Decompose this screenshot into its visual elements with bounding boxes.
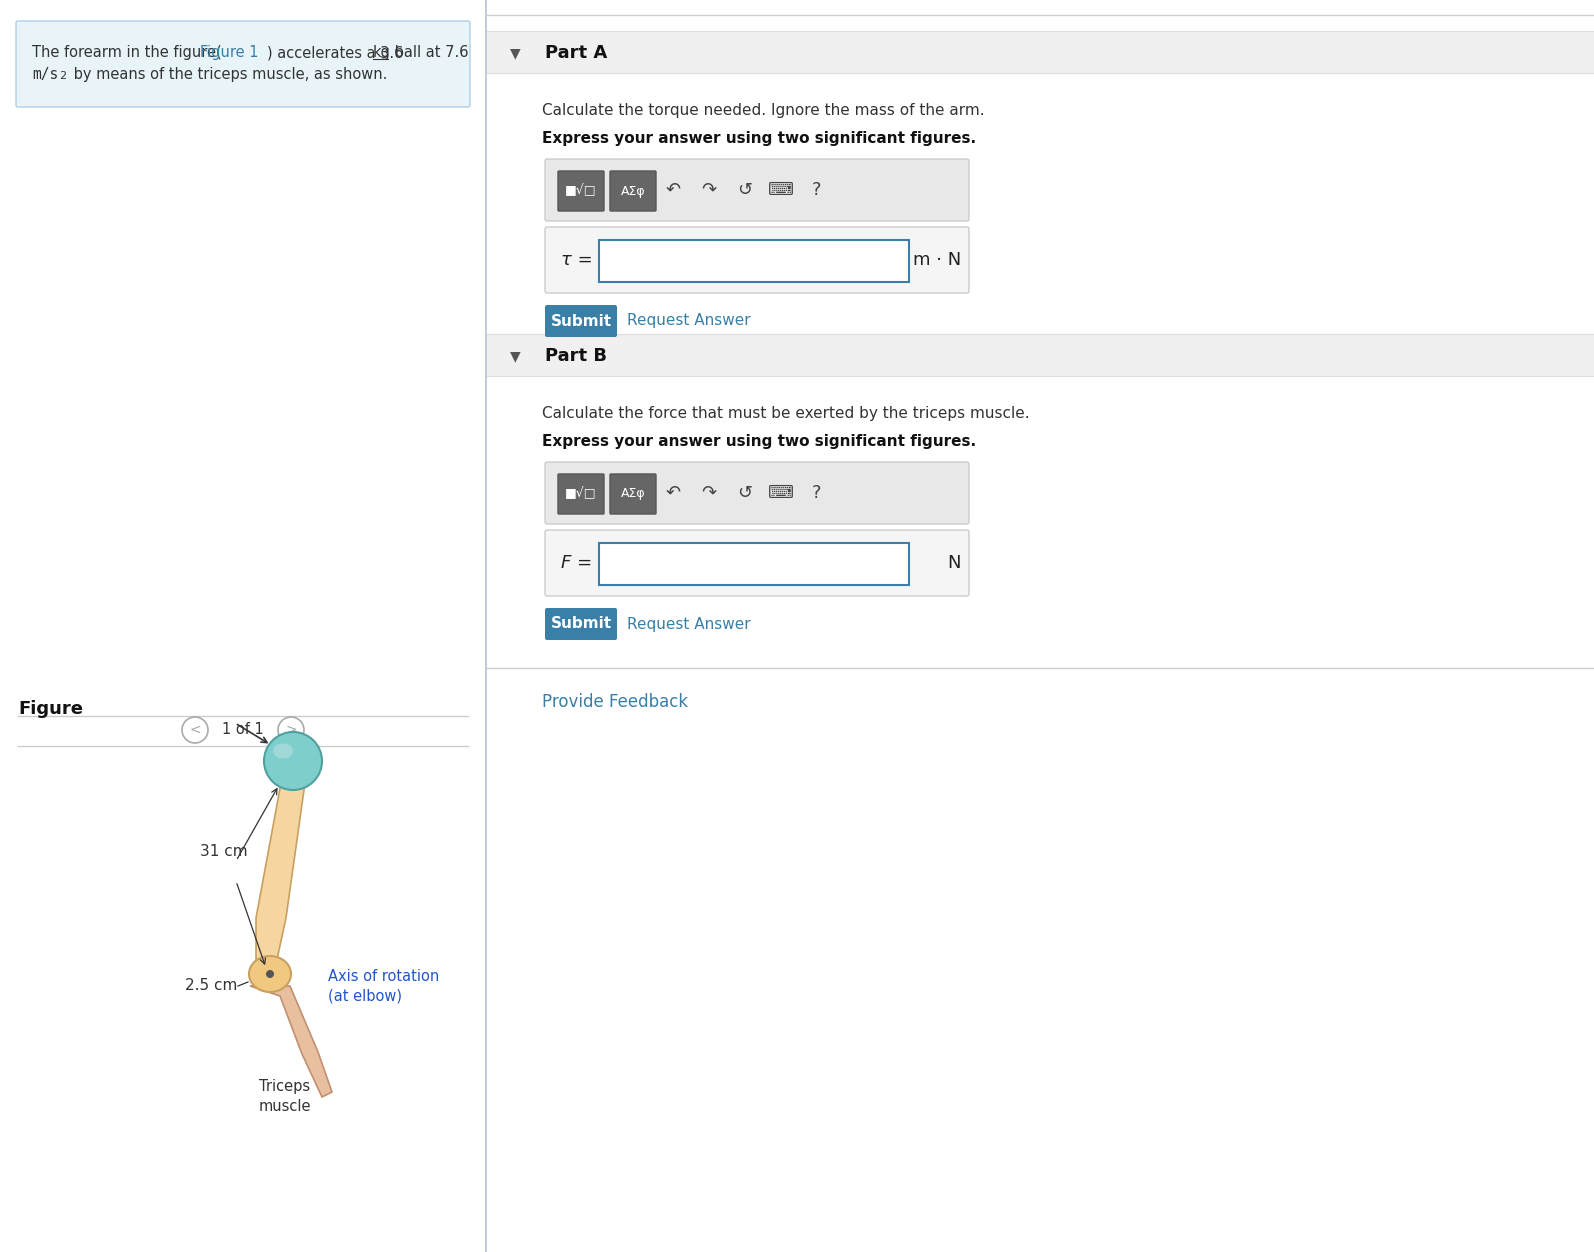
Text: ▼: ▼ — [510, 349, 520, 363]
Text: Express your answer using two significant figures.: Express your answer using two significan… — [542, 434, 976, 449]
Polygon shape — [250, 987, 332, 1097]
Text: ?: ? — [813, 485, 823, 502]
Text: ↺: ↺ — [738, 485, 752, 502]
Text: Submit: Submit — [550, 616, 612, 631]
Text: Request Answer: Request Answer — [626, 313, 751, 328]
FancyBboxPatch shape — [16, 21, 470, 106]
Bar — [488, 334, 1594, 376]
Text: ■√□: ■√□ — [566, 184, 596, 198]
Text: ■√□: ■√□ — [566, 487, 596, 501]
Text: Calculate the torque needed. Ignore the mass of the arm.: Calculate the torque needed. Ignore the … — [542, 103, 985, 118]
Text: Figure 1: Figure 1 — [199, 45, 258, 60]
Polygon shape — [257, 782, 304, 964]
FancyBboxPatch shape — [545, 462, 969, 525]
Text: Request Answer: Request Answer — [626, 616, 751, 631]
Text: 1 of 1: 1 of 1 — [222, 722, 265, 737]
FancyBboxPatch shape — [545, 305, 617, 337]
Text: F =: F = — [561, 553, 593, 572]
Text: ↺: ↺ — [738, 182, 752, 199]
Text: ?: ? — [813, 182, 823, 199]
Text: Figure: Figure — [18, 700, 83, 717]
Text: ⌨: ⌨ — [768, 182, 794, 199]
Text: ball at 7.6: ball at 7.6 — [391, 45, 469, 60]
Text: ΑΣφ: ΑΣφ — [620, 184, 646, 198]
FancyBboxPatch shape — [599, 240, 909, 282]
Text: Provide Feedback: Provide Feedback — [542, 694, 689, 711]
Text: 31 cm: 31 cm — [199, 844, 247, 859]
Circle shape — [266, 970, 274, 978]
FancyBboxPatch shape — [545, 159, 969, 222]
FancyBboxPatch shape — [611, 172, 657, 212]
Text: by means of the triceps muscle, as shown.: by means of the triceps muscle, as shown… — [69, 68, 387, 81]
Text: The forearm in the figure(: The forearm in the figure( — [32, 45, 222, 60]
FancyBboxPatch shape — [545, 227, 969, 293]
Text: ↷: ↷ — [701, 485, 717, 502]
Text: ⌨: ⌨ — [768, 485, 794, 502]
Text: Submit: Submit — [550, 313, 612, 328]
FancyBboxPatch shape — [558, 172, 604, 212]
Text: ↶: ↶ — [665, 182, 681, 199]
Bar — [488, 31, 1594, 73]
Text: <: < — [190, 722, 201, 737]
Ellipse shape — [265, 732, 322, 790]
FancyBboxPatch shape — [611, 475, 657, 515]
Ellipse shape — [273, 744, 293, 759]
FancyBboxPatch shape — [599, 543, 909, 585]
Text: m · N: m · N — [913, 250, 961, 269]
Text: ▼: ▼ — [510, 46, 520, 60]
Text: τ =: τ = — [561, 250, 593, 269]
Text: Part A: Part A — [545, 44, 607, 63]
Text: N: N — [947, 553, 961, 572]
FancyBboxPatch shape — [545, 608, 617, 640]
Text: Axis of rotation
(at elbow): Axis of rotation (at elbow) — [328, 969, 440, 1003]
Text: Triceps
muscle: Triceps muscle — [258, 1079, 311, 1114]
FancyBboxPatch shape — [545, 530, 969, 596]
Text: ) accelerates a 3.6: ) accelerates a 3.6 — [268, 45, 408, 60]
Text: Express your answer using two significant figures.: Express your answer using two significan… — [542, 131, 976, 146]
Text: Calculate the force that must be exerted by the triceps muscle.: Calculate the force that must be exerted… — [542, 406, 1030, 421]
Text: ↶: ↶ — [665, 485, 681, 502]
Text: 2.5 cm: 2.5 cm — [185, 979, 238, 994]
FancyBboxPatch shape — [558, 475, 604, 515]
Text: 2: 2 — [59, 71, 65, 81]
Text: kg: kg — [373, 45, 391, 60]
Ellipse shape — [249, 957, 292, 992]
Text: ΑΣφ: ΑΣφ — [620, 487, 646, 501]
Text: Part B: Part B — [545, 347, 607, 366]
Text: m/s: m/s — [32, 68, 59, 81]
Text: ↷: ↷ — [701, 182, 717, 199]
Text: >: > — [285, 722, 296, 737]
